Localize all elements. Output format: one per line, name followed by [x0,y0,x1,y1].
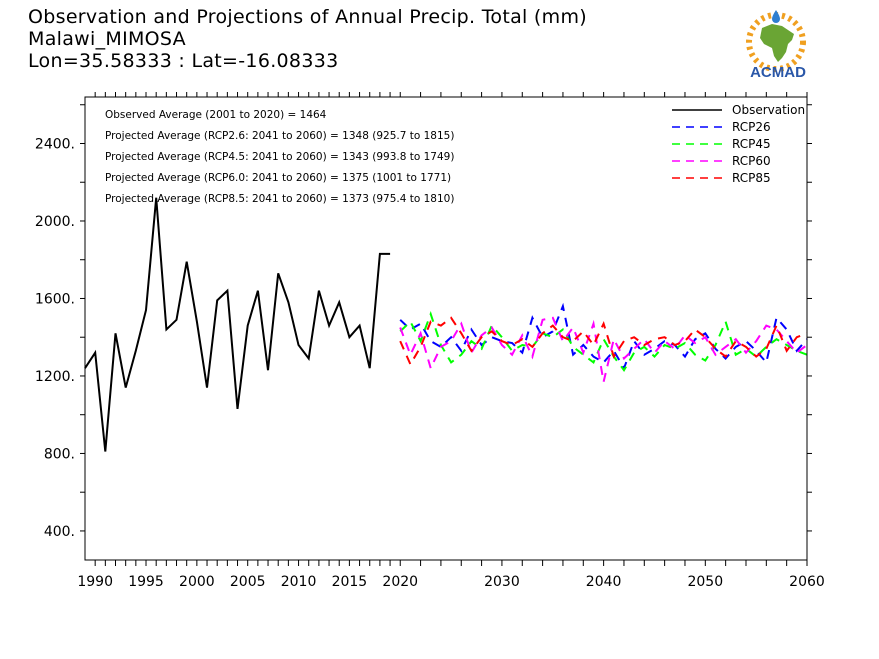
x-tick-label: 2020 [382,574,418,590]
x-tick-label: 2050 [687,574,723,590]
axis-ticks [80,92,812,566]
legend-label: RCP85 [732,171,771,185]
series-line-rcp45 [399,310,808,373]
series-line-rcp26 [399,302,808,371]
x-tick-label: 2040 [586,574,622,590]
annotation-line: Observed Average (2001 to 2020) = 1464 [105,109,327,121]
x-tick-label: 1990 [77,574,113,590]
series-lines [84,197,808,452]
x-tick-label: 2000 [179,574,215,590]
legend-label: RCP60 [732,154,771,168]
y-tick-label: 1200. [35,369,75,385]
chart-title: Observation and Projections of Annual Pr… [28,6,587,28]
y-tick-label: 800. [44,446,75,462]
annotation-line: Projected Average (RCP4.5: 2041 to 2060)… [105,151,454,163]
x-tick-label: 1995 [128,574,164,590]
x-tick-label: 2060 [789,574,825,590]
y-tick-label: 2400. [35,136,75,152]
x-tick-label: 2015 [332,574,368,590]
legend-label: RCP26 [732,120,771,134]
series-line-rcp85 [399,316,808,367]
x-tick-label: 2005 [230,574,266,590]
annotations: Observed Average (2001 to 2020) = 1464 Pr… [105,109,454,205]
acmad-logo [746,10,806,72]
legend-label: Observation [732,103,805,117]
y-tick-labels: 400. 800. 1200. 1600. 2000. 2400. [35,136,75,539]
chart-title-block: Observation and Projections of Annual Pr… [28,6,587,72]
africa-map-icon [760,24,794,62]
water-drop-icon [772,10,780,23]
station-name: Malawi_MIMOSA [28,28,186,50]
y-tick-label: 2000. [35,214,75,230]
series-line-rcp60 [399,316,808,383]
series-line-observation [84,197,391,452]
x-tick-label: 2010 [281,574,317,590]
y-tick-label: 1600. [35,291,75,307]
annotation-line: Projected Average (RCP6.0: 2041 to 2060)… [105,172,451,184]
legend-label: RCP45 [732,137,771,151]
y-tick-label: 400. [44,524,75,540]
coordinates-readout: Lon=35.58333 : Lat=-16.08333 [28,50,339,72]
x-tick-labels: 1990 1995 2000 2005 2010 2015 2020 2030 2040 2050… [77,574,824,590]
plot-frame [84,96,808,561]
annotation-line: Projected Average (RCP2.6: 2041 to 2060)… [105,130,454,142]
annotation-line: Projected Average (RCP8.5: 2041 to 2060)… [105,193,454,205]
legend: Observation RCP26 RCP45 RCP60 RCP85 [672,103,805,185]
acmad-logo-text: ACMAD [750,64,806,81]
x-tick-label: 2030 [484,574,520,590]
